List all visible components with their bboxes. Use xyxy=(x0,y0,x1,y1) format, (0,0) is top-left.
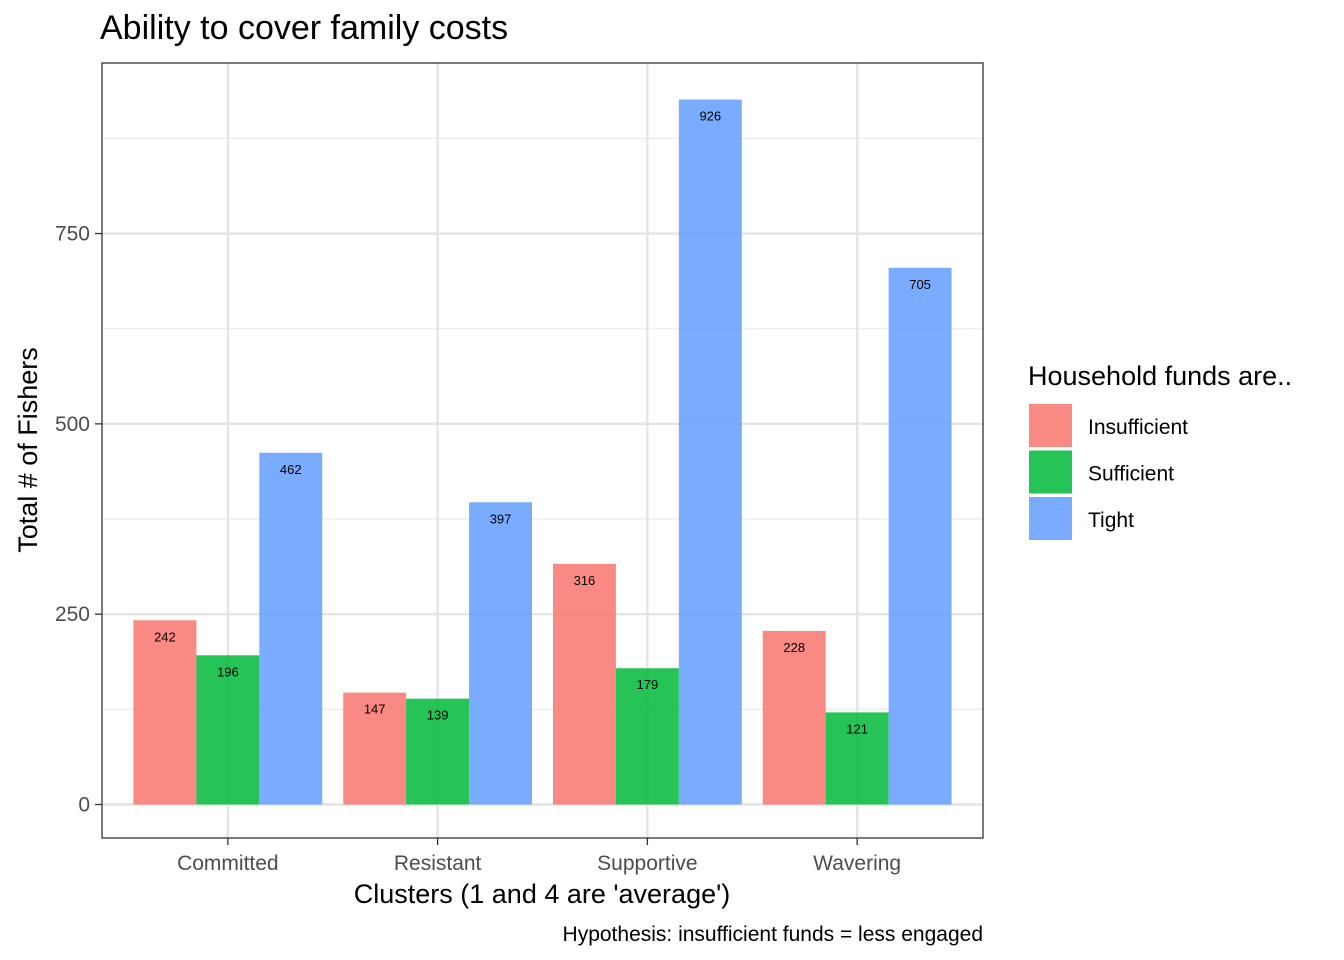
y-tick-label: 250 xyxy=(55,603,90,626)
bar-labels: 242 196 462 147 139 397 316 179 926 228 121 705 xyxy=(154,109,931,737)
bar-tight-resistant xyxy=(469,502,533,805)
bar-tight-wavering xyxy=(888,267,952,805)
bar-value-label: 147 xyxy=(364,702,386,717)
legend-title: Household funds are.. xyxy=(1028,361,1292,391)
bar-value-label: 926 xyxy=(699,109,721,124)
legend-label-tight: Tight xyxy=(1088,509,1134,532)
bar-value-label: 196 xyxy=(217,664,239,679)
bar-value-label: 242 xyxy=(154,629,176,644)
legend-key-sufficient xyxy=(1029,450,1072,494)
bar-sufficient-committed xyxy=(196,655,260,805)
y-tick-label: 500 xyxy=(55,413,90,436)
chart-title: Ability to cover family costs xyxy=(100,9,508,47)
bars xyxy=(133,99,952,805)
plot-panel: 242 196 462 147 139 397 316 179 926 228 121 705 xyxy=(101,62,984,839)
bar-insufficient-supportive xyxy=(552,563,616,805)
y-tick-label: 0 xyxy=(78,794,90,817)
bar-value-label: 121 xyxy=(846,721,868,736)
legend-label-sufficient: Sufficient xyxy=(1088,463,1174,486)
bar-value-label: 705 xyxy=(909,277,931,292)
bar-value-label: 228 xyxy=(783,640,805,655)
bar-insufficient-committed xyxy=(133,620,197,805)
plot-border xyxy=(101,62,984,839)
legend-label-insufficient: Insufficient xyxy=(1088,416,1188,439)
x-tick-label: Supportive xyxy=(597,852,697,875)
bar-value-label: 139 xyxy=(427,708,449,723)
x-axis-title: Clusters (1 and 4 are 'average') xyxy=(354,879,731,909)
bar-sufficient-resistant xyxy=(406,698,470,805)
bar-sufficient-wavering xyxy=(825,712,889,805)
legend-items: Insufficient Sufficient Tight xyxy=(1029,404,1188,540)
legend-key-insufficient xyxy=(1029,404,1072,447)
y-tick-label: 750 xyxy=(55,223,90,246)
bar-tight-supportive xyxy=(678,99,742,805)
bar-value-label: 179 xyxy=(637,677,659,692)
legend: Household funds are.. Insufficient Suffic… xyxy=(1028,361,1292,540)
y-axis-title: Total # of Fishers xyxy=(13,347,43,553)
bar-value-label: 316 xyxy=(574,573,596,588)
x-tick-label: Committed xyxy=(177,852,279,875)
bar-sufficient-supportive xyxy=(615,668,679,805)
x-axis: Committed Resistant Supportive Wavering xyxy=(177,838,901,875)
x-tick-label: Wavering xyxy=(813,852,901,875)
bar-insufficient-wavering xyxy=(762,630,826,805)
x-tick-label: Resistant xyxy=(394,852,482,875)
bar-tight-committed xyxy=(259,452,323,805)
chart-caption: Hypothesis: insufficient funds = less en… xyxy=(563,923,983,946)
legend-key-tight xyxy=(1029,497,1072,540)
bar-insufficient-resistant xyxy=(343,692,407,805)
y-axis: 0 250 500 750 xyxy=(55,223,102,817)
bar-value-label: 462 xyxy=(280,462,302,477)
bar-value-label: 397 xyxy=(490,511,512,526)
